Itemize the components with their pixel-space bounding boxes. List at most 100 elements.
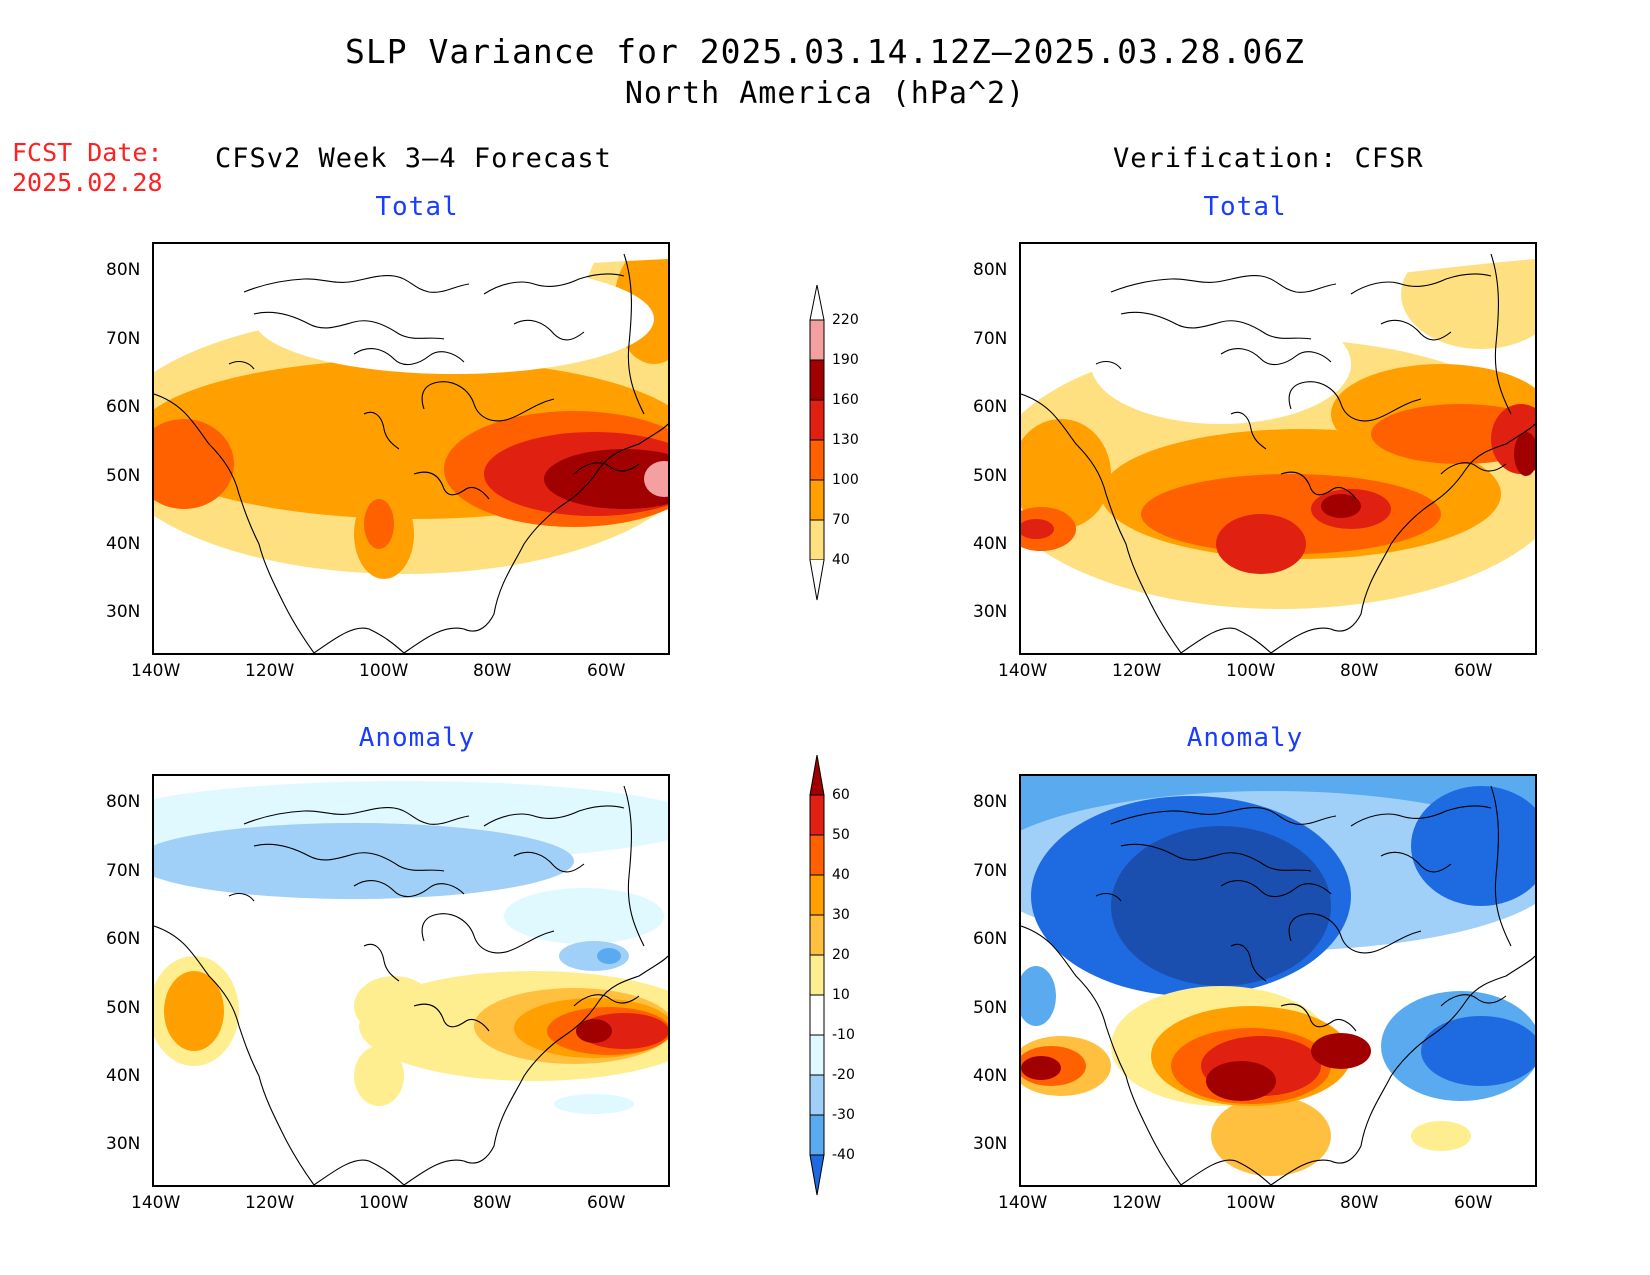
coastline-segment [1380,319,1452,341]
lon-tick-label: 140W [131,1193,181,1213]
colorbar-total [809,285,825,601]
coastline-segment [1230,411,1267,450]
coastline-segment [363,943,400,982]
colorbar-segment [809,399,825,441]
coastline-segment [363,411,400,450]
lat-tick-label: 50N [106,466,141,486]
coastline-segment [623,253,645,415]
coastline-segment [1120,311,1312,340]
contour-minus40-atlantic [1421,1016,1535,1086]
panel-title-fcst-total: Total [375,192,459,222]
blank-arctic [154,244,668,334]
coastline-segment [1110,275,1337,293]
contour-70-west [1021,419,1111,529]
colorbar-bottom-triangle [809,1154,825,1196]
lon-tick-label: 80W [1340,661,1379,681]
colorbar-segment [809,914,825,956]
colorbar-total-label: 220 [832,312,859,328]
blank-canada-north [254,264,654,374]
contour-30-west [164,971,224,1051]
contour-10-south [1411,1121,1471,1151]
lat-tick-label: 60N [106,397,141,417]
colorbar-anomaly-label: 60 [832,787,850,803]
lat-tick-label: 60N [973,397,1008,417]
contour-minus10-south [554,1094,634,1114]
coastline-segment [1350,273,1492,295]
coastline-segment [1280,1003,1357,1032]
colorbar-total-label: 160 [832,392,859,408]
coastline-segment [413,471,490,500]
lat-tick-label: 30N [973,1134,1008,1154]
coastline-segment [1095,360,1122,370]
coastline-segment [1120,843,1312,872]
lat-tick-label: 40N [973,1066,1008,1086]
colorbar-segment [809,874,825,916]
lon-tick-label: 100W [359,1193,409,1213]
coastline-segment [1110,807,1337,825]
colorbar-segment [809,834,825,876]
lon-tick-label: 100W [1226,1193,1276,1213]
coastline-segment [1270,423,1535,653]
coastline-segment [1180,627,1272,653]
coastlines [1021,253,1535,653]
lat-tick-label: 50N [106,998,141,1018]
map-canvas [154,776,668,1185]
coastline-segment [1220,880,1332,898]
forecast-date-caption: FCST Date: [12,138,163,167]
coastline-segment [1270,955,1535,1185]
colorbar-bottom-triangle [809,559,825,601]
colorbar-anomaly-label: 50 [832,827,850,843]
lon-tick-label: 60W [1454,1193,1493,1213]
coastline-segment [1440,462,1507,475]
contour-130 [1216,514,1306,574]
colorbar-total-label: 70 [832,512,850,528]
coastline-segment [228,892,255,902]
contour-minus40-core [1111,826,1331,986]
coastlines [154,253,668,653]
contour-minus30 [597,948,621,964]
coastline-segment [1230,943,1267,982]
lat-tick-label: 40N [106,534,141,554]
colorbar-top-triangle [809,755,825,796]
figure-title: SLP Variance for 2025.03.14.12Z–2025.03.… [345,32,1305,71]
colorbar-segment [809,439,825,481]
lon-tick-label: 140W [131,661,181,681]
colorbar-top-triangle [809,285,825,321]
coastline-segment [1021,925,1182,1185]
colorbar-anomaly-label: 40 [832,867,850,883]
lon-tick-label: 120W [245,661,295,681]
lon-tick-label: 80W [1340,1193,1379,1213]
colorbar-anomaly-label: -20 [832,1067,855,1083]
colorbar-segment [809,794,825,836]
colorbar-total-label: 190 [832,352,859,368]
left-column-title: CFSv2 Week 3–4 Forecast [215,143,612,174]
colorbar-anomaly-label: 10 [832,987,850,1003]
coastline-segment [243,275,470,293]
colorbar-anomaly-label: -40 [832,1147,855,1163]
coastline-segment [313,627,405,653]
coastline-segment [1380,851,1452,873]
contour-60 [576,1019,612,1043]
coastline-segment [1280,471,1357,500]
colorbar-segment [809,319,825,361]
colorbar-total-label: 100 [832,472,859,488]
coastline-segment [421,913,555,954]
coastline-segment [513,319,585,341]
colorbar-anomaly-label: -10 [832,1027,855,1043]
coastline-segment [154,393,315,653]
contour-190 [644,461,668,497]
coastline-segment [1350,805,1492,827]
coastline-segment [573,462,640,475]
coastline-segment [1180,1159,1272,1185]
coastline-segment [483,273,625,295]
lat-tick-label: 70N [106,329,141,349]
coastline-segment [1288,381,1422,422]
contour-100-west [154,419,234,509]
lat-tick-label: 70N [973,861,1008,881]
panel-title-verif-anomaly: Anomaly [1186,723,1304,753]
lat-tick-label: 30N [106,602,141,622]
contour-minus10-hudson [504,888,664,944]
coastline-segment [1490,253,1512,415]
lon-tick-label: 140W [998,1193,1048,1213]
lat-tick-label: 80N [106,792,141,812]
